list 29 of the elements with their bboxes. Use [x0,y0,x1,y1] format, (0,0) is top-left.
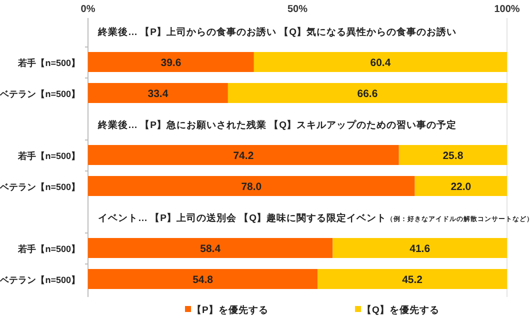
data-label: 41.6 [410,243,430,255]
text: 終業後… 【P】急にお願いされた残業 【Q】スキルアップのための習い事の予定 [97,119,457,131]
y-tick-label: 若手【n=500】 [17,151,80,161]
y-tick-label: ベテラン【n=500】 [0,275,80,285]
bar [88,52,254,72]
y-tick-label: 若手【n=500】 [17,244,80,254]
bar [254,52,507,72]
data-label: 58.4 [200,243,221,255]
bar [228,83,507,103]
data-label: 78.0 [241,181,262,193]
x-tick-label: 100% [494,4,520,15]
x-tick-label: 50% [287,4,308,15]
data-label: 54.8 [192,274,214,286]
legend-label: 【P】を優先する [192,304,268,316]
text: 終業後… 【P】上司からの食事のお誘い 【Q】気になる異性からの食事のお誘い [97,26,457,38]
data-label: 45.2 [402,274,423,286]
y-tick-label: 若手【n=500】 [17,58,80,68]
bar [88,83,228,103]
data-label: 39.6 [160,57,182,69]
data-label: 74.2 [233,150,254,162]
data-label: 25.8 [442,150,464,162]
legend-label: 【Q】を優先する [362,304,440,316]
data-label: 60.4 [370,57,391,69]
data-label: 22.0 [450,181,472,193]
data-label: 66.6 [357,88,378,100]
x-tick-label: 0% [80,4,96,15]
data-label: 33.4 [148,88,168,100]
y-tick-label: ベテラン【n=500】 [0,182,80,192]
y-tick-label: ベテラン【n=500】 [0,89,80,99]
